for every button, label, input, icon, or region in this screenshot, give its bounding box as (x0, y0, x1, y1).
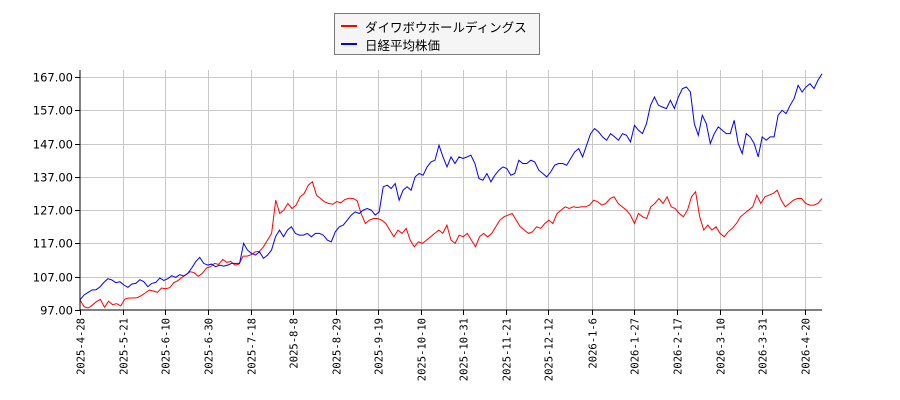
legend-item-nikkei: 日経平均株価 (341, 35, 440, 53)
x-axis: 2025-4-28 2025-5-21 2025-6-10 2025-6-30 2025… (76, 310, 813, 381)
x-tick-label: 2025-6-10 (161, 318, 173, 375)
x-tick-label: 2025-4-28 (76, 318, 88, 375)
x-tick-label: 2025-11-21 (502, 318, 514, 381)
x-tick-label: 2026-4-20 (801, 318, 813, 375)
grid-lines (80, 70, 822, 310)
x-tick-label: 2025-8-8 (289, 318, 301, 369)
x-tick-label: 2026-3-31 (758, 318, 770, 375)
x-tick-label: 2026-3-10 (716, 318, 728, 375)
y-tick-label: 157.00 (33, 104, 73, 118)
x-tick-label: 2026-1-6 (588, 318, 600, 369)
legend-item-daiwabo: ダイワボウホールディングス (341, 17, 527, 35)
legend-swatch-blue (341, 43, 357, 45)
x-tick-label: 2025-7-18 (247, 318, 259, 375)
x-tick-label: 2026-2-17 (673, 318, 685, 375)
series-lines (79, 73, 823, 309)
series-line (79, 73, 823, 301)
legend-label: ダイワボウホールディングス (365, 19, 527, 35)
legend-label: 日経平均株価 (365, 37, 441, 53)
y-tick-label: 127.00 (33, 204, 73, 218)
x-tick-label: 2025-9-19 (374, 318, 386, 375)
y-tick-label: 167.00 (33, 71, 73, 85)
y-tick-label: 137.00 (33, 171, 73, 185)
x-tick-label: 2025-5-21 (119, 318, 131, 375)
legend: ダイワボウホールディングス 日経平均株価 (334, 13, 540, 55)
x-tick-label: 2025-6-30 (204, 318, 216, 375)
y-axis: 97.00 107.00 117.00 127.00 137.00 147.00 157.0… (33, 71, 80, 318)
y-tick-label: 117.00 (33, 237, 73, 251)
x-tick-label: 2025-10-10 (417, 318, 429, 381)
x-tick-label: 2026-1-27 (630, 318, 642, 375)
y-tick-label: 147.00 (33, 138, 73, 152)
x-tick-label: 2025-12-12 (544, 318, 556, 381)
legend-swatch-red (341, 25, 357, 27)
x-tick-label: 2025-10-31 (459, 318, 471, 381)
series-line (79, 180, 823, 309)
y-tick-label: 97.00 (40, 304, 73, 318)
y-tick-label: 107.00 (33, 271, 73, 285)
x-tick-label: 2025-8-29 (332, 318, 344, 375)
